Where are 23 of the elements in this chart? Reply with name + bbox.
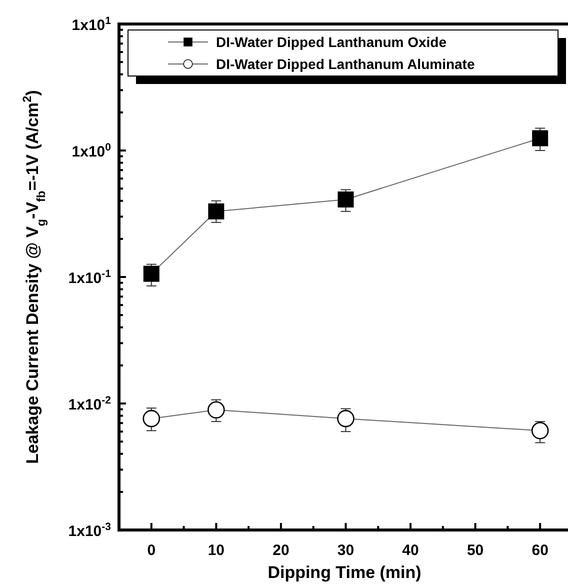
x-tick-label: 0 xyxy=(147,542,156,559)
x-tick-label: 40 xyxy=(402,542,419,559)
y-tick-label: 1x10$^{-3}$ xyxy=(68,521,112,540)
x-tick-label: 10 xyxy=(208,542,225,559)
y-tick-label: 1x10$^{-1}$ xyxy=(68,268,112,287)
x-tick-label: 20 xyxy=(272,542,290,559)
x-tick-label: 50 xyxy=(466,542,484,559)
x-tick-label: 60 xyxy=(532,542,548,559)
point xyxy=(337,410,354,428)
point xyxy=(208,203,224,220)
point xyxy=(208,401,225,419)
legend-label: DI-Water Dipped Lanthanum Oxide xyxy=(216,34,447,50)
point xyxy=(338,191,354,208)
legend-label: DI-Water Dipped Lanthanum Aluminate xyxy=(216,56,475,72)
x-tick-label: 30 xyxy=(337,542,354,559)
point xyxy=(531,422,549,440)
point xyxy=(143,266,160,282)
y-tick-label: 1x10$^{-2}$ xyxy=(68,394,112,414)
y-tick-label: 1x10$^{1}$ xyxy=(72,15,112,34)
point xyxy=(142,410,160,428)
y-tick-label: 1x10$^{0}$ xyxy=(72,142,112,160)
point xyxy=(532,130,548,146)
x-axis-title: Dipping Time (min) xyxy=(268,563,422,582)
